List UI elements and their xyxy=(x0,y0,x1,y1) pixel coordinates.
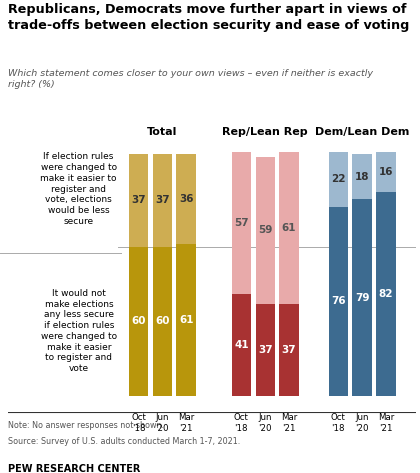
Bar xyxy=(129,246,148,396)
Text: 16: 16 xyxy=(379,166,393,176)
Text: Republicans, Democrats move further apart in views of
trade-offs between electio: Republicans, Democrats move further apar… xyxy=(8,3,410,32)
Text: 37: 37 xyxy=(258,345,273,355)
Text: Source: Survey of U.S. adults conducted March 1-7, 2021.: Source: Survey of U.S. adults conducted … xyxy=(8,438,241,447)
Bar xyxy=(129,154,148,246)
Bar xyxy=(255,304,275,396)
Text: Total: Total xyxy=(147,127,178,137)
Text: 59: 59 xyxy=(258,225,273,235)
Text: 82: 82 xyxy=(379,289,393,299)
Bar xyxy=(279,152,299,304)
Bar xyxy=(232,294,251,396)
Text: 76: 76 xyxy=(331,297,346,307)
Bar xyxy=(152,154,172,246)
Text: 41: 41 xyxy=(234,340,249,350)
Text: 22: 22 xyxy=(331,174,346,184)
Text: Jun
'20: Jun '20 xyxy=(258,413,272,433)
Bar xyxy=(176,244,196,396)
Text: Jun
'20: Jun '20 xyxy=(155,413,169,433)
Text: Oct
'18: Oct '18 xyxy=(331,413,346,433)
Text: 61: 61 xyxy=(179,315,194,325)
Text: 37: 37 xyxy=(155,195,170,205)
Text: Rep/Lean Rep: Rep/Lean Rep xyxy=(223,127,308,137)
Text: Mar
'21: Mar '21 xyxy=(281,413,297,433)
Text: Which statement comes closer to your own views – even if neither is exactly
righ: Which statement comes closer to your own… xyxy=(8,69,373,89)
Text: Note: No answer responses not shown.: Note: No answer responses not shown. xyxy=(8,421,164,430)
Text: 60: 60 xyxy=(155,316,170,326)
Bar xyxy=(152,246,172,396)
Bar xyxy=(255,157,275,304)
Bar xyxy=(328,207,348,396)
Text: 57: 57 xyxy=(234,218,249,228)
Text: 61: 61 xyxy=(282,223,297,233)
Text: Mar
'21: Mar '21 xyxy=(378,413,394,433)
Bar xyxy=(352,154,372,199)
Text: It would not
make elections
any less secure
if election rules
were changed to
ma: It would not make elections any less sec… xyxy=(41,289,117,373)
Bar xyxy=(352,199,372,396)
Text: Mar
'21: Mar '21 xyxy=(178,413,194,433)
Text: 60: 60 xyxy=(131,316,146,326)
Text: Dem/Lean Dem: Dem/Lean Dem xyxy=(315,127,410,137)
Text: 37: 37 xyxy=(131,195,146,205)
Text: Oct
'18: Oct '18 xyxy=(131,413,146,433)
Text: PEW RESEARCH CENTER: PEW RESEARCH CENTER xyxy=(8,464,141,473)
Text: 36: 36 xyxy=(179,194,194,204)
Bar xyxy=(279,304,299,396)
Bar xyxy=(376,192,396,396)
Bar xyxy=(376,152,396,192)
Text: If election rules
were changed to
make it easier to
register and
vote, elections: If election rules were changed to make i… xyxy=(40,152,117,226)
Text: Oct
'18: Oct '18 xyxy=(234,413,249,433)
Text: Jun
'20: Jun '20 xyxy=(355,413,369,433)
Bar xyxy=(328,152,348,207)
Bar xyxy=(232,152,251,294)
Text: 37: 37 xyxy=(282,345,297,355)
Bar xyxy=(176,154,196,244)
Text: 18: 18 xyxy=(355,172,369,182)
Text: 79: 79 xyxy=(355,293,369,303)
